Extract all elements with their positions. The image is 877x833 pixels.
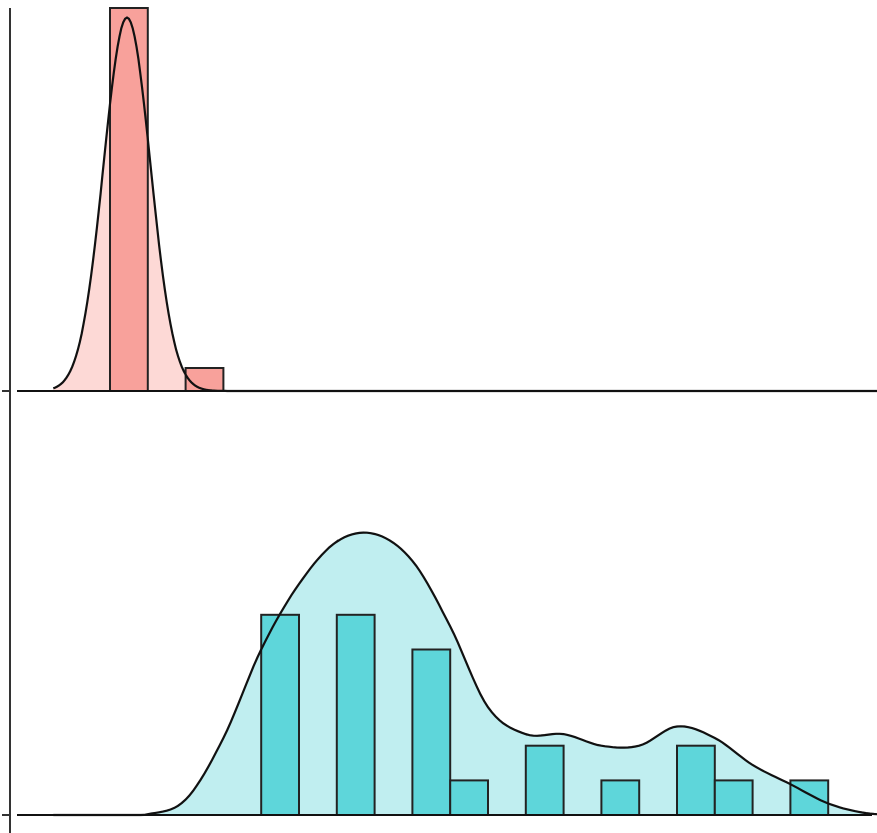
density-curve-top: [52, 16, 877, 393]
histogram-bar-bottom-14: [789, 779, 830, 817]
histogram-bar-bottom-0: [260, 613, 301, 816]
histogram-bar-bottom-12: [713, 779, 754, 817]
histogram-bar-bottom-2: [335, 613, 376, 816]
density-curve-bottom: [53, 531, 877, 817]
histogram-bar-bottom-5: [449, 779, 490, 817]
histogram-bar-bottom-4: [411, 648, 452, 816]
density-area-top: [53, 17, 877, 391]
histogram-bar-bottom-11: [676, 744, 716, 817]
histogram-bar-bottom-9: [600, 779, 641, 817]
histogram-bar-top-2: [184, 367, 225, 392]
density-area-bottom: [53, 532, 877, 815]
histogram-bar-bottom-7: [524, 744, 565, 817]
